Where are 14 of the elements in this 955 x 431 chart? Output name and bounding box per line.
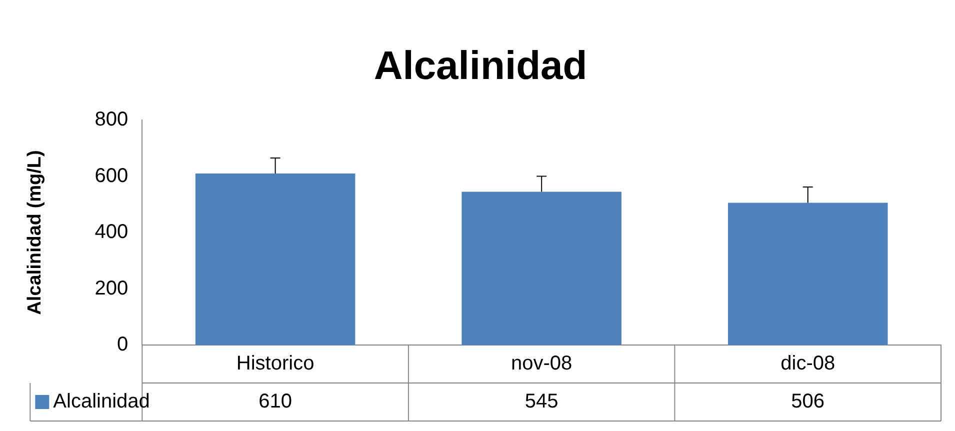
- x-tick-label: Historico: [236, 352, 314, 375]
- y-axis-title: Alcalinidad (mg/L): [24, 150, 46, 315]
- legend-label: Alcalinidad: [53, 390, 150, 413]
- x-tick-label: nov-08: [511, 352, 572, 375]
- x-tick-label: dic-08: [780, 352, 836, 375]
- data-label: 610: [258, 390, 292, 413]
- y-tick-label: 400: [94, 221, 128, 244]
- y-tick-label: 800: [94, 108, 128, 131]
- y-tick-label: 0: [117, 334, 128, 356]
- y-tick-label: 200: [94, 277, 128, 300]
- chart-title: Alcalinidad: [374, 44, 588, 88]
- data-label: 506: [791, 390, 825, 413]
- y-tick-label: 600: [94, 164, 128, 187]
- data-label: 545: [524, 390, 558, 413]
